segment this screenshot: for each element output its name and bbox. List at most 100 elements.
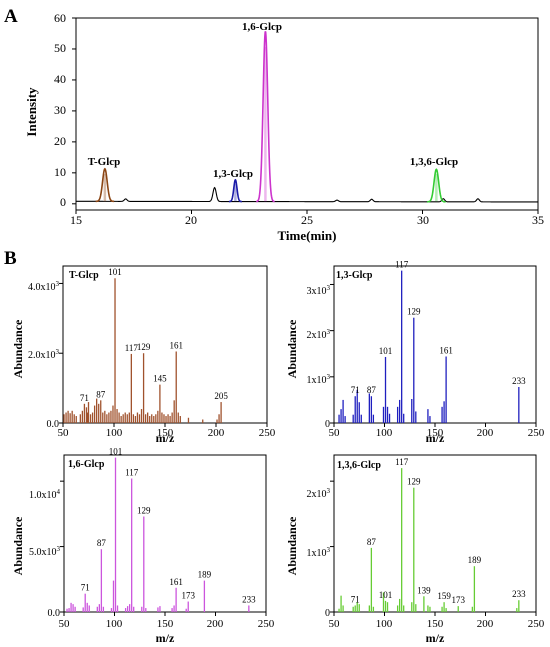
x-tick-label: 200 [208,427,225,439]
ms-peak-label: 129 [137,505,151,515]
peak-label-16-glcp: 1,6-Glcp [242,21,282,33]
x-tick-label: 250 [258,618,275,630]
ms-peak-label: 173 [181,591,195,601]
ms-peak-label: 117 [125,468,139,478]
y-tick-label: 4.0x103 [28,280,60,293]
ms-peak-label: 87 [96,389,106,399]
x-tick-label: 100 [106,618,123,630]
y-tick-label: 30 [54,103,66,117]
ms-x-ticks: 50 100 150 200 250 [329,618,545,630]
ms-title: 1,3-Glcp [336,270,373,281]
chromatogram-trace [76,186,538,203]
ms-y-label: Abundance [285,516,299,575]
x-tick-label: 50 [58,427,70,439]
ms-peak-label: 161 [439,346,453,356]
ms-x-ticks: 50 100 150 200 250 [58,427,276,439]
x-tick-label: 200 [477,427,494,439]
ms-x-label: m/z [426,431,445,445]
ms-peak-label: 117 [395,457,409,467]
ms-y-ticks: 0.0 5.0x103 1.0x104 [29,488,61,619]
ms-title: T-Glcp [69,270,99,281]
ms-peak-label: 71 [351,385,360,395]
ms-y-ticks: 0 1x103 2x103 [307,487,331,619]
x-tick-label: 250 [528,427,545,439]
x-tick-label: 25 [301,213,313,227]
y-tick-label: 1.0x104 [29,488,61,501]
y-tick-label: 0 [325,419,330,430]
x-tick-label: 150 [157,618,174,630]
ms-peak-label: 139 [417,585,431,595]
plot-frame [63,454,267,613]
ms-x-label: m/z [156,631,175,645]
x-tick-label: 50 [329,618,341,630]
y-tick-label: 3x103 [307,284,331,297]
x-tick-label: 20 [185,213,197,227]
ms-y-label: Abundance [11,516,25,575]
panel-label-b: B [4,248,17,269]
ms-peak-label: 129 [137,342,151,352]
y-tick-label: 50 [54,41,66,55]
ms-peak-label: 159 [437,591,451,601]
peak-label-136-glcp: 1,3,6-Glcp [410,156,458,168]
peak-label-t-glcp: T-Glcp [88,156,121,168]
ms-peak-label: 233 [242,594,256,604]
ms-peak-label: 87 [367,537,377,547]
chromatogram-peak [427,168,446,203]
ms-x-label: m/z [426,631,445,645]
x-tick-label: 250 [528,618,545,630]
x-tick-label: 50 [329,427,341,439]
ms-chart-136-glcp: 1,3,6-Glcp m/z Abundance 50 100 150 200 … [285,454,545,645]
plot-frame [62,265,268,424]
plot-frame [333,265,537,424]
plot-frame [75,17,539,211]
ms-x-ticks: 50 100 150 200 250 [59,618,275,630]
chromatogram-peak [95,167,115,203]
y-tick-label: 20 [54,134,66,148]
y-tick-label: 10 [54,165,66,179]
chromatogram-peak-labels: T-Glcp 1,3-Glcp 1,6-Glcp 1,3,6-Glcp [88,21,458,180]
ms-chart-16-glcp: 1,6-Glcp m/z Abundance 50 100 150 200 25… [11,447,275,645]
x-tick-label: 200 [207,618,224,630]
y-tick-label: 0 [325,608,330,619]
chromatogram-y-label: Intensity [24,87,39,137]
x-tick-label: 100 [376,427,393,439]
ms-peak-label: 101 [379,590,393,600]
x-tick-label: 200 [477,618,494,630]
ms-x-ticks: 50 100 150 200 250 [329,427,545,439]
y-tick-label: 1x103 [307,546,331,559]
y-tick-label: 0.0 [47,419,60,430]
ms-peak-label: 71 [81,583,90,593]
x-tick-label: 150 [157,427,174,439]
ms-y-ticks: 0.0 2.0x103 4.0x103 [28,280,60,430]
chromatogram-peak [256,31,275,203]
panel-label-a: A [4,6,18,27]
peak-label-13-glcp: 1,3-Glcp [213,168,253,180]
ms-peak-label: 189 [468,555,482,565]
ms-peak-label: 71 [80,393,89,403]
ms-peak-label: 173 [451,595,465,605]
ms-peak-label: 87 [367,385,377,395]
ms-peak-label: 101 [109,447,123,457]
ms-peak-label: 129 [407,307,421,317]
x-tick-label: 100 [106,427,123,439]
chromatogram-y-ticks: 0 10 20 30 40 50 60 [54,11,66,209]
x-tick-label: 50 [59,618,71,630]
ms-peak-label: 129 [407,477,421,487]
x-tick-label: 150 [427,427,444,439]
y-tick-label: 0.0 [48,608,61,619]
y-tick-label: 1x103 [307,373,331,386]
ms-peak-label: 117 [395,260,409,270]
ms-peak-label: 87 [97,538,107,548]
ms-y-ticks: 0 1x103 2x103 3x103 [307,284,331,430]
x-tick-label: 250 [259,427,276,439]
y-tick-label: 40 [54,72,66,86]
ms-chart-13-glcp: 1,3-Glcp m/z Abundance 50 100 150 200 25… [285,260,545,445]
x-tick-label: 15 [70,213,82,227]
ms-title: 1,3,6-Glcp [337,460,381,471]
y-tick-label: 2x103 [307,328,331,341]
ms-peak-label: 71 [351,594,360,604]
y-tick-label: 0 [60,195,66,209]
ms-peak-label: 233 [512,589,526,599]
ms-peak-label: 161 [169,340,183,350]
ms-y-label: Abundance [11,319,25,378]
